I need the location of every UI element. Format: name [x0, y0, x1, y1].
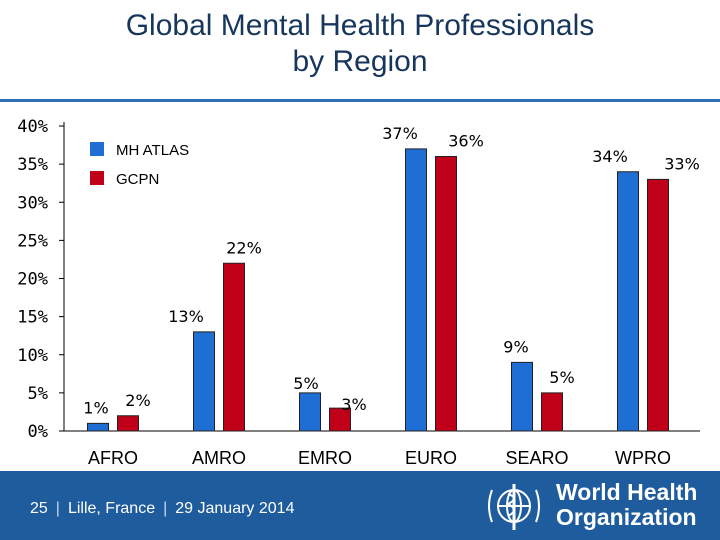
data-label: 22%: [226, 238, 262, 257]
bar-chart: 0% 5% 10% 15% 20% 25% 30% 35% 40% AFRO 1% 2% AMRO 13%…: [17, 117, 700, 468]
data-label: 37%: [382, 124, 418, 143]
slide-number: 25: [30, 500, 48, 517]
x-tick-label: SEARO: [505, 448, 568, 468]
x-tick-label: AMRO: [192, 448, 246, 468]
who-logo-text: World Health Organization: [556, 480, 697, 530]
bar-gcpn: [223, 262, 245, 432]
footer-date: 29 January 2014: [175, 500, 295, 517]
footer-separator: |: [163, 500, 168, 517]
y-tick-label: 15%: [17, 308, 48, 328]
who-emblem-icon: [488, 484, 540, 530]
y-tick-label: 25%: [17, 231, 48, 251]
y-tick-label: 30%: [17, 193, 48, 213]
x-tick-label: WPRO: [615, 448, 671, 468]
footer-separator: |: [55, 500, 60, 517]
title-line-2: by Region: [292, 45, 428, 78]
data-label: 13%: [168, 307, 204, 326]
data-label: 9%: [503, 337, 528, 356]
data-label: 33%: [664, 154, 700, 173]
legend-label: GCPN: [116, 171, 159, 188]
bar-gcpn: [541, 392, 563, 432]
data-label: 5%: [549, 368, 574, 387]
bar-mh-atlas: [299, 392, 321, 432]
legend-label: MH ATLAS: [116, 142, 189, 159]
bar-gcpn: [117, 415, 139, 432]
data-label: 34%: [592, 147, 628, 166]
x-tick-label: AFRO: [88, 448, 138, 468]
bar-mh-atlas: [193, 331, 215, 432]
y-tick-label: 5%: [28, 384, 48, 404]
bar-mh-atlas: [87, 422, 109, 432]
data-label: 5%: [293, 374, 318, 393]
y-tick-label: 0%: [28, 422, 48, 442]
footer-bar: [0, 471, 720, 540]
y-tick-label: 10%: [17, 346, 48, 366]
x-tick-label: EMRO: [298, 448, 352, 468]
footer-location: Lille, France: [67, 500, 156, 517]
legend-swatch: [90, 142, 104, 156]
footer-info: 25 | Lille, France | 29 January 2014: [30, 500, 294, 518]
y-tick-label: 40%: [17, 117, 48, 137]
bar-mh-atlas: [405, 148, 427, 432]
bar-mh-atlas: [617, 171, 639, 432]
data-label: 36%: [448, 132, 484, 151]
data-label: 3%: [341, 395, 366, 414]
who-logo-line-1: World Health: [556, 479, 698, 505]
data-label: 1%: [83, 398, 108, 417]
bar-gcpn: [435, 156, 457, 432]
title-line-1: Global Mental Health Professionals: [125, 9, 595, 42]
legend-swatch: [90, 171, 104, 185]
bar-mh-atlas: [511, 361, 533, 432]
data-label: 2%: [125, 391, 150, 410]
y-tick-label: 20%: [17, 270, 48, 290]
who-logo-line-2: Organization: [556, 504, 697, 530]
title-divider: [0, 99, 720, 102]
x-tick-label: EURO: [405, 448, 457, 468]
page-title: Global Mental Health Professionals by Re…: [0, 8, 720, 80]
bar-gcpn: [329, 407, 351, 432]
y-tick-label: 35%: [17, 155, 48, 175]
bar-gcpn: [647, 178, 669, 432]
